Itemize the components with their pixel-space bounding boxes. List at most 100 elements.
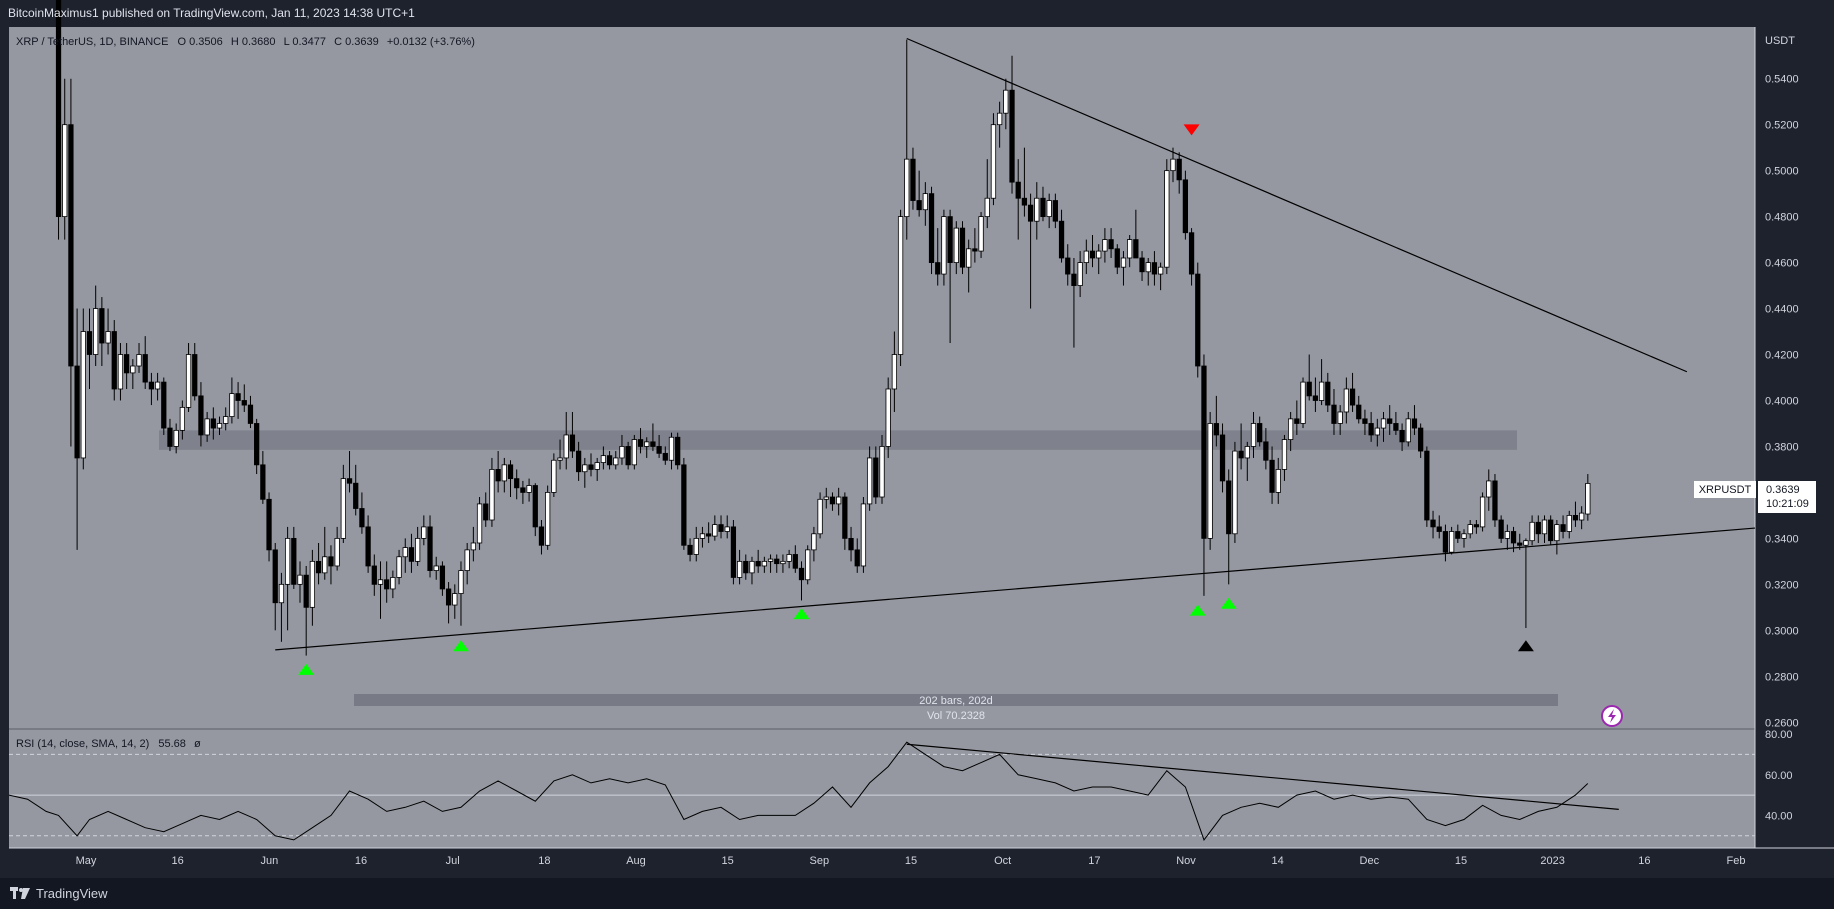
x-tick-label: 16 [1638,855,1650,867]
candle [1170,147,1176,183]
x-axis[interactable]: May 16 Jun 16 Jul 18 Aug 15 Sep 15 Oct 17 Nov 14 Dec 15… [76,855,1746,867]
candle [142,336,148,389]
main-pane-background[interactable] [9,27,1755,728]
candle-body [74,365,80,459]
candle [1349,372,1356,412]
candle-body [415,537,421,562]
candle [210,407,216,440]
candle [235,382,241,419]
candle [1337,405,1343,435]
candle-body [613,457,619,466]
candle-body [1176,158,1182,181]
candle [1492,474,1498,527]
candle [1145,257,1151,286]
rsi-title[interactable]: RSI (14, close, SMA, 14, 2) [16,738,149,750]
candle [1108,228,1114,258]
candle-body [637,439,644,447]
candle [718,515,724,539]
candle-body [582,464,588,473]
open-label: O [178,36,187,48]
lightning-icon[interactable] [1601,705,1623,727]
candle [1473,519,1480,534]
candle-body [1226,480,1232,535]
candle [216,416,223,435]
candle [941,209,947,286]
y-axis[interactable]: 0.5400 0.5200 0.5000 0.4800 0.4600 0.4400 0.42… [1765,74,1799,730]
rsi-trendline[interactable] [906,743,1619,810]
x-tick-label: 17 [1088,855,1100,867]
candle [1554,519,1560,555]
x-tick-label: Feb [1727,855,1746,867]
candle-body [1393,423,1399,431]
candle [538,519,545,555]
candle-body [266,498,272,551]
candle-body [1096,250,1102,259]
candle-body [105,331,111,344]
symbol-title[interactable]: XRP / TetherUS, 1D, BINANCE [16,36,168,48]
candle [786,549,792,569]
candle-body [966,248,972,268]
x-tick-label: 16 [355,855,367,867]
candle [891,331,898,412]
candle [1325,372,1331,412]
candle-body [557,457,563,461]
tradingview-logo-icon[interactable] [10,886,30,901]
candle [130,359,136,389]
candle [1065,244,1071,286]
descending-trendline[interactable] [906,37,1688,373]
rsi-pane-background[interactable] [9,730,1755,848]
candle [1312,377,1319,412]
candle-body [1343,388,1349,413]
candle-body [247,404,254,424]
candle [161,377,167,435]
rsi-y-axis[interactable]: 80.00 60.00 40.00 [1765,729,1793,822]
candle [854,538,860,573]
candle [966,239,972,293]
candle [594,457,600,481]
candle-body [260,464,266,500]
candle [80,308,86,470]
candle [291,526,297,589]
candle [792,545,798,573]
candle [885,377,891,458]
high-label: H [231,36,239,48]
candle [1083,239,1089,275]
candle-body [291,537,297,585]
black-up-marker [1517,640,1534,652]
candle-body [755,560,761,567]
green-up-marker [298,663,315,675]
candle [1523,538,1529,629]
footer-logo-text[interactable]: TradingView [36,886,108,901]
candle-body [743,560,749,574]
candle [408,533,415,573]
candle-body [823,496,829,500]
candle [811,526,817,562]
candle-body [476,503,483,544]
price-label-countdown: 10:21:09 [1766,498,1809,510]
candle-body [953,227,959,263]
candle-body [1219,434,1226,482]
candle [1213,395,1219,447]
x-tick-label: Dec [1360,855,1380,867]
candle-body [142,354,148,383]
candle [62,78,68,240]
y-tick-label: 0.4000 [1765,395,1799,407]
candle-body [1424,450,1430,521]
candle [1238,423,1244,470]
candle-body [1517,542,1523,546]
candle-body [1442,531,1449,553]
candle [1195,262,1201,378]
candle-body [526,485,532,493]
candle-body [619,446,625,459]
candle [1257,416,1263,447]
candle [922,182,928,226]
candle [860,497,867,573]
candle-body [761,560,767,567]
candle [476,497,483,550]
candle-body [1288,418,1294,440]
candle-body [384,579,390,590]
candle-body [693,537,699,555]
candle-body [1027,204,1034,222]
ascending-trendline[interactable] [275,527,1756,651]
